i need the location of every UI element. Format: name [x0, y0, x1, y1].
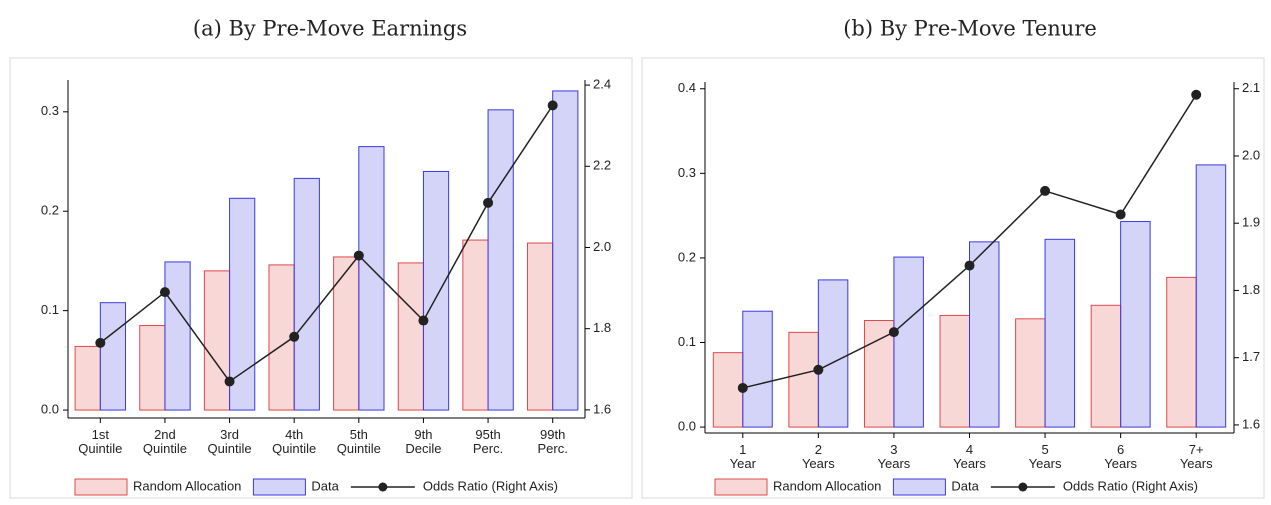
bar — [863, 320, 895, 428]
y-tick-label: 0.2 — [41, 203, 59, 218]
bar — [358, 146, 385, 411]
bar — [462, 239, 489, 411]
x-tick-label: 5 Years — [1029, 442, 1062, 471]
y2-tick-label: 2.1 — [1242, 80, 1260, 95]
x-tick-label: 9th Decile — [405, 427, 441, 456]
odds-point — [888, 327, 899, 338]
odds-point — [547, 100, 558, 111]
x-tick-label: 7+ Years — [1180, 442, 1213, 471]
bar — [229, 197, 256, 411]
y-tick-label: 0.2 — [678, 249, 696, 264]
legend-label: Odds Ratio (Right Axis) — [1063, 478, 1198, 493]
y-tick-label: 0.1 — [41, 302, 59, 317]
x-tick-label: 1st Quintile — [78, 427, 122, 456]
odds-point — [418, 315, 429, 326]
legend-swatch — [252, 478, 306, 496]
odds-point — [737, 382, 748, 393]
odds-point — [159, 287, 170, 298]
legend-swatch — [714, 478, 768, 496]
odds-line — [99, 104, 554, 383]
bar — [139, 325, 166, 411]
legend-label: Random Allocation — [773, 478, 881, 493]
x-tick-label: 4 Years — [953, 442, 986, 471]
odds-point — [1040, 185, 1051, 196]
legend-swatch — [74, 478, 128, 496]
bar — [1120, 221, 1151, 428]
bar — [712, 352, 744, 428]
bar — [1015, 318, 1046, 428]
bar — [1090, 304, 1122, 428]
x-tick-label: 2nd Quintile — [143, 427, 187, 456]
chart-title: (b) By Pre-Move Tenure — [843, 17, 1097, 41]
y-tick-label: 0.0 — [41, 401, 59, 416]
odds-point — [1115, 209, 1126, 220]
bar — [1044, 238, 1076, 428]
y-tick-label: 0.0 — [678, 419, 696, 434]
legend-dot — [1018, 482, 1028, 492]
y2-tick-label: 1.6 — [1242, 416, 1260, 431]
x-tick-label: 5th Quintile — [337, 427, 381, 456]
x-tick-label: 6 Years — [1104, 442, 1137, 471]
odds-point — [224, 376, 235, 387]
bar — [939, 314, 971, 428]
y2-tick-label: 1.7 — [1242, 349, 1260, 364]
legend-label: Odds Ratio (Right Axis) — [423, 478, 558, 493]
y2-tick-label: 2.4 — [593, 77, 611, 92]
odds-point — [483, 197, 494, 208]
x-tick-label: 1 Year — [730, 442, 757, 471]
bar — [293, 177, 320, 411]
bar — [333, 256, 360, 411]
y2-tick-label: 1.6 — [593, 401, 611, 416]
legend-swatch — [892, 478, 946, 496]
x-tick-label: 3 Years — [878, 442, 911, 471]
y-tick-label: 0.4 — [678, 80, 696, 95]
y2-tick-label: 2.2 — [593, 158, 611, 173]
bar — [1195, 164, 1227, 428]
bar — [422, 170, 450, 411]
bar — [164, 261, 191, 411]
bar — [788, 331, 819, 428]
bar — [893, 256, 924, 428]
odds-point — [289, 331, 300, 342]
odds-point — [95, 337, 106, 348]
y2-tick-label: 2.0 — [593, 239, 611, 254]
y-tick-label: 0.3 — [41, 103, 59, 118]
odds-point — [964, 260, 975, 271]
bar — [526, 242, 554, 411]
legend-label: Random Allocation — [133, 478, 241, 493]
y2-tick-label: 1.8 — [593, 320, 611, 335]
bar — [817, 279, 849, 428]
bar — [1166, 276, 1197, 428]
panel-frame — [641, 57, 1265, 499]
y-tick-label: 0.3 — [678, 165, 696, 180]
legend-label: Data — [951, 478, 979, 493]
x-tick-label: 4th Quintile — [272, 427, 316, 456]
y2-tick-label: 2.0 — [1242, 147, 1260, 162]
panel-frame — [9, 57, 633, 499]
chart-title: (a) By Pre-Move Earnings — [193, 17, 467, 41]
odds-point — [353, 250, 364, 261]
x-tick-label: 3rd Quintile — [208, 427, 252, 456]
bar — [397, 262, 424, 411]
y-tick-label: 0.1 — [678, 334, 696, 349]
x-tick-label: 95th Perc. — [473, 427, 503, 456]
y2-tick-label: 1.8 — [1242, 282, 1260, 297]
y2-tick-label: 1.9 — [1242, 215, 1260, 230]
legend-label: Data — [311, 478, 339, 493]
bar — [969, 241, 1000, 428]
bar — [203, 270, 231, 411]
bar — [74, 345, 101, 411]
odds-point — [813, 364, 824, 375]
bar — [552, 90, 579, 411]
bar — [742, 310, 773, 428]
odds-point — [1191, 89, 1202, 100]
bar — [487, 109, 514, 411]
legend-dot — [378, 482, 388, 492]
bar — [99, 302, 127, 411]
x-tick-label: 2 Years — [802, 442, 835, 471]
x-tick-label: 99th Perc. — [538, 427, 568, 456]
